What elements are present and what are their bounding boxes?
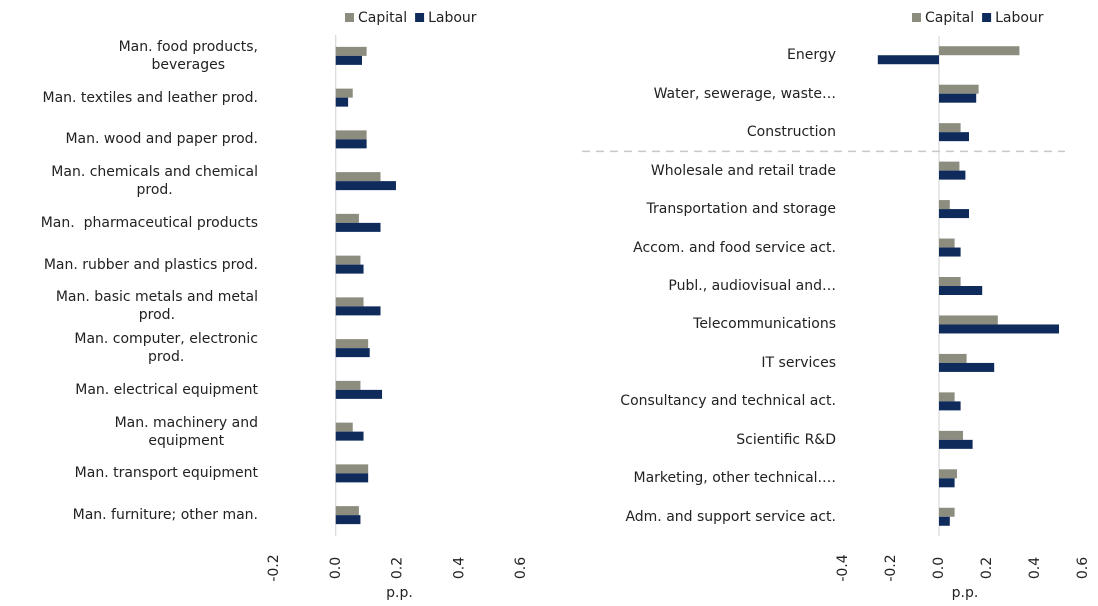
- bar: [939, 439, 973, 449]
- bar: [939, 277, 961, 286]
- bar: [335, 431, 364, 441]
- legend-swatch: [982, 13, 992, 22]
- bar: [939, 353, 967, 363]
- category-label: Man. transport equipment: [74, 465, 258, 482]
- category-label: Man. basic metals and metal prod.: [55, 289, 258, 324]
- bar: [335, 139, 367, 149]
- category-label: Man. machinery and equipment: [114, 414, 258, 449]
- bar: [939, 93, 977, 103]
- category-label: Man. furniture; other man.: [72, 507, 258, 524]
- bar: [939, 469, 957, 479]
- category-label: Wholesale and retail trade: [650, 162, 836, 179]
- bar: [939, 46, 1020, 56]
- bar: [335, 380, 361, 390]
- bar: [939, 170, 966, 180]
- bar: [335, 464, 369, 474]
- bar: [335, 339, 369, 349]
- category-label: Water, sewerage, waste…: [653, 85, 836, 102]
- legend-label: Capital: [358, 10, 407, 26]
- bar: [335, 515, 361, 525]
- bar: [939, 247, 961, 257]
- bar: [939, 401, 961, 411]
- category-label: Man. computer, electronic prod.: [74, 331, 258, 366]
- category-label: Telecommunications: [693, 316, 836, 333]
- bar: [939, 286, 983, 295]
- legend-swatch: [415, 13, 425, 22]
- x-tick-label: 0.4: [1027, 557, 1043, 579]
- category-label: Energy: [786, 47, 836, 64]
- category-label: Scientific R&D: [736, 431, 836, 448]
- x-axis-label: p.p.: [952, 585, 979, 601]
- bar: [335, 473, 369, 483]
- bar: [939, 132, 969, 142]
- bar: [939, 507, 955, 517]
- bar: [335, 306, 381, 316]
- category-label: Man. chemicals and chemical prod.: [51, 164, 258, 199]
- x-tick-label: 0.2: [390, 557, 406, 579]
- bar: [877, 55, 939, 65]
- bar: [335, 97, 349, 107]
- bar: [939, 161, 960, 171]
- bar: [335, 172, 381, 182]
- x-axis-label: p.p.: [386, 585, 413, 601]
- bar: [335, 130, 367, 140]
- x-tick-label: 0.0: [931, 557, 947, 579]
- bar: [939, 315, 998, 325]
- category-label: Man. electrical equipment: [75, 381, 258, 398]
- bar: [335, 255, 361, 265]
- bar: [335, 222, 381, 232]
- bar: [335, 348, 370, 358]
- category-label: Consultancy and technical act.: [620, 393, 836, 410]
- bar: [335, 46, 367, 56]
- x-tick-label: 0.6: [513, 557, 529, 579]
- legend-label: Labour: [428, 10, 477, 26]
- bar: [335, 389, 383, 399]
- bar: [939, 392, 955, 402]
- category-label: Accom. and food service act.: [633, 239, 836, 256]
- bar: [939, 516, 950, 526]
- category-label: Publ., audiovisual and…: [668, 278, 836, 294]
- bar: [939, 84, 979, 94]
- category-label: Marketing, other technical.…: [633, 470, 836, 487]
- bar: [939, 362, 995, 372]
- bar: [335, 506, 359, 516]
- category-label: Man. pharmaceutical products: [40, 214, 258, 231]
- bar: [939, 123, 961, 133]
- legend-label: Labour: [995, 10, 1044, 26]
- category-label: Man. wood and paper prod.: [65, 131, 258, 148]
- bar: [335, 297, 364, 307]
- x-tick-label: -0.2: [883, 554, 899, 581]
- x-tick-label: -0.4: [835, 554, 851, 581]
- legend-swatch: [345, 13, 354, 22]
- x-tick-label: 0.2: [979, 557, 995, 579]
- x-tick-label: 0.6: [1075, 557, 1091, 579]
- category-label: Man. textiles and leather prod.: [42, 89, 259, 106]
- category-label: Transportation and storage: [646, 201, 836, 218]
- category-label: Man. food products, beverages: [118, 38, 258, 73]
- bar: [939, 200, 950, 210]
- bar: [939, 430, 963, 440]
- x-tick-label: 0.0: [328, 557, 344, 579]
- category-label: Construction: [746, 124, 836, 141]
- bar: [335, 181, 396, 191]
- bar: [335, 422, 353, 432]
- bar: [335, 55, 362, 65]
- legend-label: Capital: [925, 10, 974, 26]
- bar: [335, 264, 364, 274]
- legend-swatch: [912, 13, 921, 22]
- category-label: Adm. and support service act.: [625, 508, 836, 525]
- bar: [939, 209, 969, 219]
- bar: [939, 324, 1059, 334]
- bar: [939, 238, 955, 248]
- category-label: Man. rubber and plastics prod.: [43, 256, 258, 273]
- x-tick-label: 0.4: [451, 557, 467, 579]
- x-tick-label: -0.2: [266, 554, 282, 581]
- bar: [939, 478, 955, 488]
- bar: [335, 213, 359, 223]
- category-label: IT services: [761, 354, 836, 371]
- bar: [335, 88, 353, 98]
